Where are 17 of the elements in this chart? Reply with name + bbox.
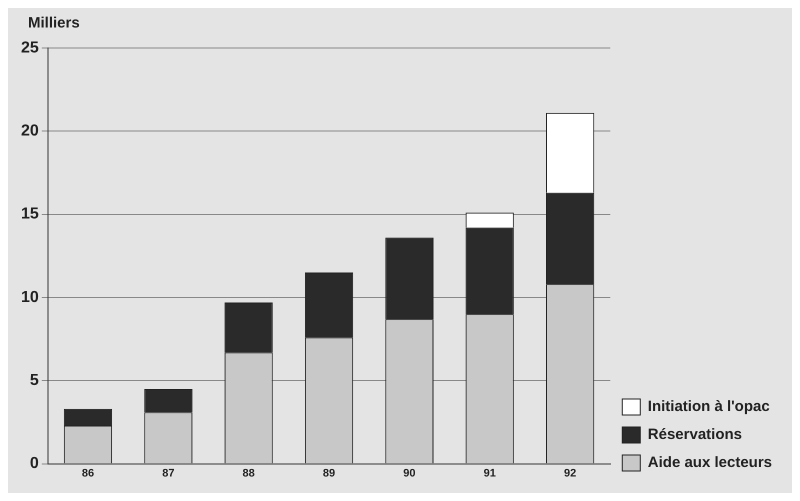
- x-tick-label: 86: [82, 467, 94, 480]
- y-tick-label: 15: [21, 206, 39, 223]
- y-tick-label: 5: [30, 372, 39, 390]
- y-tick-label: 20: [21, 122, 39, 140]
- x-tick-label: 92: [564, 467, 576, 480]
- y-tick-label: 0: [30, 455, 39, 472]
- y-tick-label: 10: [21, 288, 39, 306]
- y-tick-label: 25: [21, 39, 39, 56]
- x-tick-label: 89: [322, 467, 336, 480]
- x-tick-label: 88: [242, 467, 255, 480]
- legend-label: Réservations: [648, 426, 742, 444]
- y-axis-title: Milliers: [28, 14, 80, 32]
- legend-label: Initiation à l'opac: [648, 398, 770, 416]
- x-tick-label: 91: [484, 467, 496, 480]
- legend-label: Aide aux lecteurs: [648, 454, 772, 472]
- x-tick-label: 90: [403, 467, 416, 480]
- x-tick-label: 87: [162, 467, 174, 480]
